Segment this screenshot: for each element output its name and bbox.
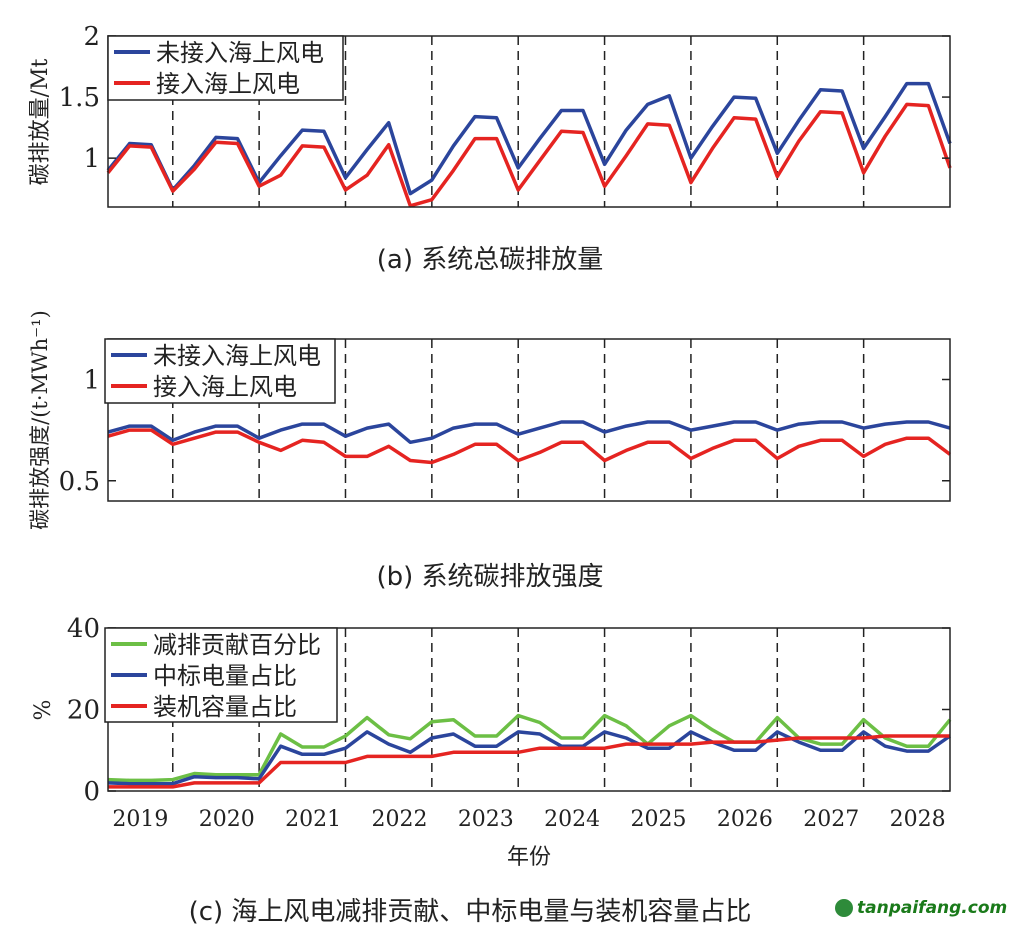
legend-box: [107, 35, 344, 101]
watermark-text: tanpaifang.com: [857, 898, 1008, 918]
y-tick-label: 20: [67, 696, 100, 726]
x-tick-label: 2028: [890, 807, 946, 832]
legend-label: 未接入海上风电: [156, 39, 324, 67]
axes-box: [107, 35, 951, 208]
x-tick-label: 2026: [717, 807, 773, 832]
x-tick-label: 2022: [371, 807, 427, 832]
legend-label: 接入海上风电: [156, 70, 300, 98]
legend-box: [104, 338, 336, 404]
subplot-caption: (a) 系统总碳排放量: [377, 245, 604, 275]
y-tick-label: 1: [83, 366, 100, 396]
series-line-1: [107, 730, 952, 786]
y-tick-label: 1: [83, 144, 100, 174]
legend-label: 装机容量占比: [153, 693, 297, 721]
y-tick-label: 1.5: [59, 83, 100, 113]
y-axis-label: 碳排放量/Mt: [28, 58, 53, 185]
series-line-2: [108, 734, 950, 789]
watermark: tanpaifang.com: [835, 898, 1007, 918]
watermark-logo-icon: [835, 899, 853, 917]
y-tick-label: 0: [83, 777, 100, 807]
subplot-caption: (c) 海上风电减排贡献、中标电量与装机容量占比: [189, 897, 752, 927]
series-line-1: [106, 102, 952, 208]
x-tick-label: 2024: [544, 807, 600, 832]
axes-box: [107, 338, 951, 502]
y-axis-label: 碳排放强度/(t·MWh⁻¹): [28, 310, 52, 530]
x-tick-label: 2021: [285, 807, 341, 832]
x-tick-label: 2027: [803, 807, 859, 832]
y-tick-label: 2: [83, 22, 100, 52]
y-axis-label: %: [31, 700, 56, 721]
legend-label: 中标电量占比: [153, 662, 297, 690]
legend-label: 接入海上风电: [153, 373, 297, 401]
y-tick-label: 0.5: [59, 467, 100, 497]
x-tick-label: 2025: [631, 807, 687, 832]
x-tick-label: 2020: [199, 807, 255, 832]
subplot-c: 0 20 40% 2019 2020 2021 2022 2023 2024 2025 2026 20…: [31, 614, 952, 927]
subplot-caption: (b) 系统碳排放强度: [376, 562, 603, 592]
x-tick-label: 2023: [458, 807, 514, 832]
x-tick-label: 2019: [112, 807, 168, 832]
y-tick-label: 40: [67, 614, 100, 644]
series-line-0: [107, 713, 952, 783]
series-line-1: [107, 428, 952, 465]
x-axis-label: 年份: [507, 845, 551, 870]
legend-label: 未接入海上风电: [153, 342, 321, 370]
legend-label: 减排贡献百分比: [153, 631, 321, 659]
series-line-0: [106, 81, 952, 196]
series-line-0: [107, 420, 951, 445]
